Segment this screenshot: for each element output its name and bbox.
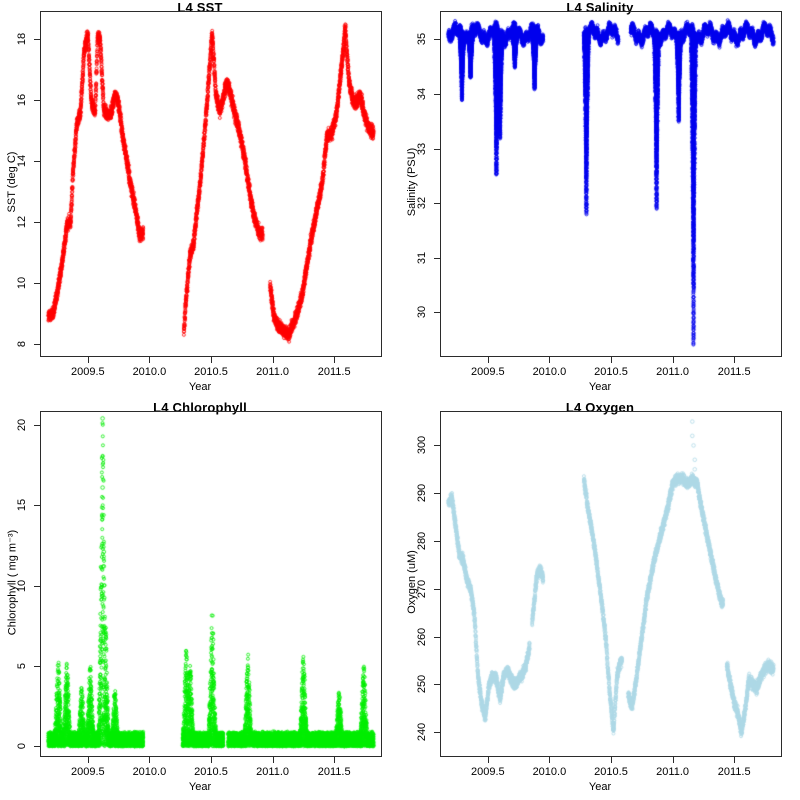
x-tick-mark — [487, 757, 489, 763]
x-tick-mark — [672, 357, 674, 363]
y-tick-mark — [434, 93, 440, 95]
x-tick-label: 2010.5 — [594, 766, 628, 778]
x-tick-mark — [272, 757, 274, 763]
x-tick-mark — [87, 757, 89, 763]
x-tick-label: 2011.0 — [656, 766, 689, 778]
x-tick-label: 2010.5 — [194, 366, 228, 378]
x-tick-mark — [149, 757, 151, 763]
x-tick-label: 2010.0 — [532, 766, 567, 778]
x-tick-label: 2009.5 — [70, 366, 105, 378]
scatter-points-chlorophyll — [41, 412, 381, 756]
x-tick-label: 2011.0 — [256, 766, 289, 778]
y-tick-mark — [34, 424, 40, 426]
x-tick-mark — [211, 757, 212, 763]
y-tick-mark — [434, 588, 440, 590]
y-tick-mark — [34, 585, 40, 587]
y-tick-mark — [34, 282, 40, 284]
x-axis-title-chlorophyll: Year — [188, 781, 212, 793]
x-tick-mark — [272, 357, 274, 363]
x-axis-title-salinity: Year — [588, 381, 612, 393]
panel-oxygen: L4 Oxygen 240 250 260 270 280 290 300 2009.5 20… — [400, 400, 800, 800]
y-tick-mark — [34, 665, 40, 667]
x-tick-mark — [334, 357, 336, 363]
y-tick-mark — [34, 746, 40, 748]
y-tick-mark — [34, 222, 40, 224]
y-tick-mark — [34, 39, 40, 41]
x-tick-mark — [487, 357, 489, 363]
y-tick-mark — [434, 541, 440, 542]
y-tick-mark — [434, 684, 440, 686]
x-tick-label: 2011.5 — [317, 366, 351, 378]
scatter-canvas-wrap-oxygen — [441, 412, 781, 756]
y-axis-chlorophyll: 0 5 10 15 20 — [0, 400, 40, 800]
y-tick-mark — [434, 445, 440, 447]
x-tick-label: 2010.0 — [532, 366, 567, 378]
x-tick-mark — [672, 757, 674, 763]
y-tick-mark — [434, 39, 440, 41]
panel-chlorophyll: L4 Chlorophyll 0 5 10 15 20 2009.5 2010.0 2010… — [0, 400, 400, 800]
scatter-canvas-wrap-salinity — [441, 12, 781, 356]
y-axis-sst: 8 10 12 14 16 18 — [0, 0, 40, 400]
scatter-canvas-wrap-chlorophyll — [41, 412, 381, 756]
y-tick-mark — [434, 636, 440, 638]
scatter-points-sst — [41, 12, 381, 356]
x-axis-title-oxygen: Year — [588, 781, 612, 793]
y-tick-mark — [34, 505, 40, 507]
x-tick-mark — [149, 357, 151, 363]
x-tick-label: 2011.0 — [656, 366, 689, 378]
x-tick-mark — [211, 357, 212, 363]
panel-salinity: L4 Salinity 30 31 32 33 34 35 2009.5 2010.0 201… — [400, 0, 800, 400]
x-tick-mark — [734, 757, 736, 763]
panel-sst: L4 SST 8 10 12 14 16 18 2009.5 2010.0 2010.5 201… — [0, 0, 400, 400]
x-tick-label: 2010.5 — [594, 366, 628, 378]
x-axis-title-sst: Year — [188, 381, 212, 393]
x-tick-mark — [87, 357, 89, 363]
scatter-points-oxygen — [441, 412, 781, 756]
y-tick-mark — [34, 161, 40, 163]
plot-area-salinity — [440, 11, 782, 357]
plot-area-sst — [40, 11, 382, 357]
y-axis-oxygen: 240 250 260 270 280 290 300 — [400, 400, 440, 800]
x-tick-label: 2010.5 — [194, 766, 228, 778]
y-axis-title-salinity: Salinity (PSU) — [406, 147, 418, 217]
y-axis-title-chlorophyll: Chlorophyll ( mg m⁻³) — [6, 529, 19, 636]
x-tick-mark — [549, 757, 551, 763]
x-tick-mark — [334, 757, 336, 763]
y-tick-mark — [434, 493, 440, 495]
x-tick-mark — [734, 357, 736, 363]
y-tick-mark — [34, 343, 40, 345]
x-tick-label: 2010.0 — [132, 766, 167, 778]
x-tick-label: 2011.5 — [717, 766, 751, 778]
y-axis-salinity: 30 31 32 33 34 35 — [400, 0, 440, 400]
y-tick-mark — [434, 257, 440, 259]
y-tick-mark — [434, 148, 440, 150]
x-tick-label: 2009.5 — [70, 766, 105, 778]
x-tick-mark — [549, 357, 551, 363]
x-tick-mark — [611, 357, 612, 363]
x-tick-label: 2009.5 — [470, 766, 505, 778]
y-tick-mark — [434, 312, 440, 314]
x-tick-label: 2009.5 — [470, 366, 505, 378]
x-tick-mark — [611, 757, 612, 763]
y-axis-title-oxygen: Oxygen (uM) — [406, 550, 418, 614]
plot-area-chlorophyll — [40, 411, 382, 757]
x-tick-label: 2011.5 — [317, 766, 351, 778]
x-tick-label: 2011.5 — [717, 366, 751, 378]
y-axis-title-sst: SST (deg C) — [6, 151, 18, 213]
y-tick-mark — [34, 100, 40, 102]
x-tick-label: 2011.0 — [256, 366, 289, 378]
y-tick-mark — [434, 732, 440, 734]
scatter-points-salinity — [441, 12, 781, 356]
y-tick-mark — [434, 203, 440, 205]
x-tick-label: 2010.0 — [132, 366, 167, 378]
plot-area-oxygen — [440, 411, 782, 757]
scatter-canvas-wrap-sst — [41, 12, 381, 356]
